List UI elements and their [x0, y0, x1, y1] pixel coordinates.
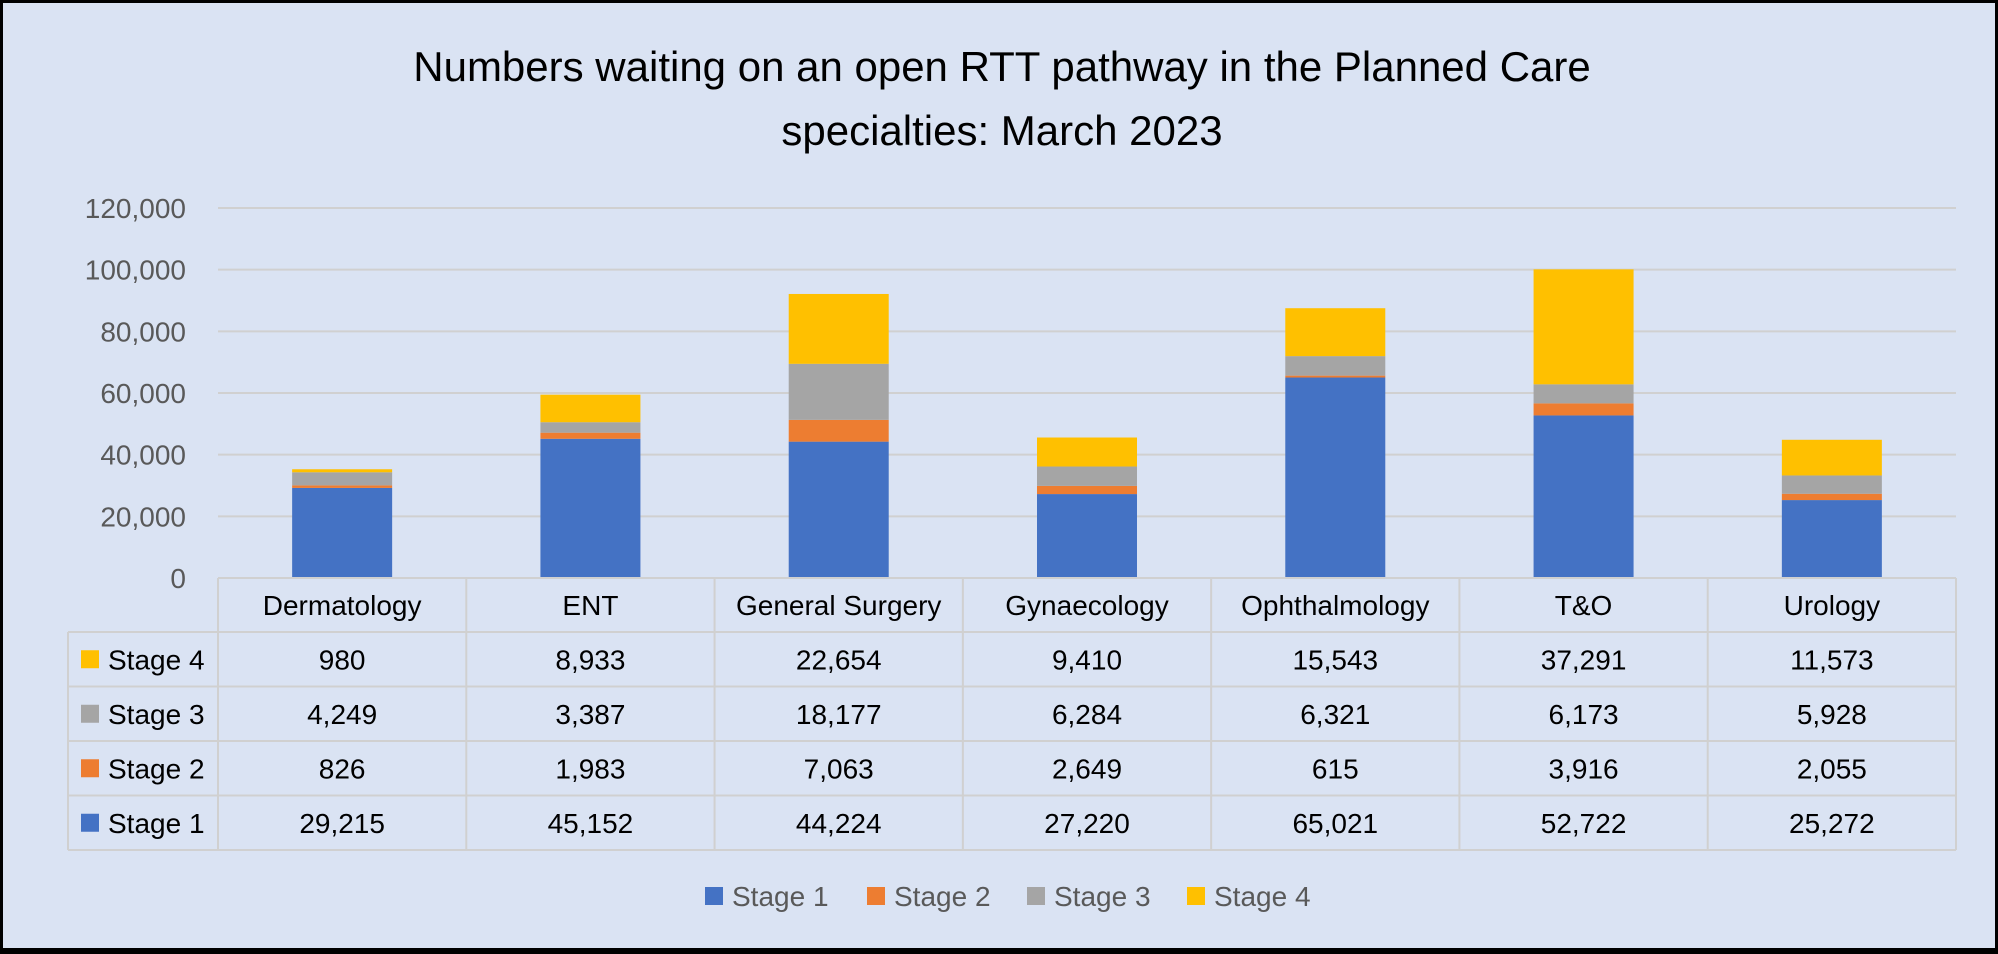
- row-legend-key: [81, 813, 99, 832]
- legend-key: [867, 887, 885, 905]
- data-label: 15,543: [1292, 644, 1378, 675]
- bar-segment-stage-2: [788, 419, 889, 442]
- bar-segment-stage-2: [1533, 403, 1634, 416]
- data-label: 44,224: [796, 808, 882, 839]
- y-tick-label: 80,000: [100, 316, 186, 347]
- bar-segment-stage-4: [1781, 439, 1882, 476]
- legend-label: Stage 4: [1214, 881, 1311, 912]
- legend-label: Stage 3: [1054, 881, 1151, 912]
- data-label: 52,722: [1541, 808, 1627, 839]
- data-label: 9,410: [1052, 644, 1122, 675]
- bar-segment-stage-3: [1037, 466, 1137, 486]
- row-label: Stage 1: [108, 808, 205, 839]
- bar-segment-stage-2: [292, 485, 393, 488]
- row-legend-key: [81, 650, 99, 669]
- bar-segment-stage-2: [1285, 375, 1386, 378]
- legend-key: [1187, 887, 1205, 905]
- legend-key: [705, 887, 723, 905]
- bar-segment-stage-1: [1285, 377, 1386, 578]
- row-legend-key: [81, 704, 99, 723]
- chart-title-line-2: specialties: March 2023: [781, 107, 1222, 154]
- bar-segment-stage-4: [1037, 437, 1137, 467]
- data-label: 25,272: [1789, 808, 1875, 839]
- chart-title: Numbers waiting on an open RTT pathway i…: [413, 43, 1590, 154]
- bar-segment-stage-1: [1781, 500, 1882, 578]
- category-label: Urology: [1784, 590, 1880, 621]
- bar-segment-stage-3: [540, 422, 641, 433]
- bar-segment-stage-1: [540, 438, 641, 578]
- data-label: 7,063: [804, 753, 874, 784]
- data-label: 6,173: [1549, 699, 1619, 730]
- bar-segment-stage-2: [1781, 493, 1882, 501]
- legend-key: [1027, 887, 1045, 905]
- data-label: 826: [319, 753, 366, 784]
- data-label: 27,220: [1044, 808, 1130, 839]
- y-axis-ticks: 0 20,000 40,000 60,000 80,000 100,000 120,000: [85, 193, 186, 594]
- bar-segment-stage-1: [1037, 494, 1137, 578]
- y-tick-label: 40,000: [100, 440, 186, 471]
- data-label: 6,284: [1052, 699, 1122, 730]
- data-label: 4,249: [307, 699, 377, 730]
- row-label: Stage 2: [108, 753, 205, 784]
- bar-segment-stage-4: [292, 469, 393, 473]
- data-label: 980: [319, 644, 366, 675]
- data-label: 11,573: [1790, 644, 1874, 675]
- bar-segment-stage-3: [292, 472, 393, 486]
- bar-segment-stage-3: [788, 363, 889, 420]
- data-label: 18,177: [796, 699, 882, 730]
- y-tick-label: 20,000: [100, 501, 186, 532]
- bar-segment-stage-4: [540, 394, 641, 423]
- category-label: ENT: [562, 590, 618, 621]
- bar-segment-stage-1: [788, 441, 889, 578]
- data-label: 22,654: [796, 644, 882, 675]
- bars: [292, 269, 1882, 578]
- data-label: 615: [1312, 753, 1359, 784]
- category-label: T&O: [1555, 590, 1613, 621]
- y-tick-label: 60,000: [100, 378, 186, 409]
- bar-segment-stage-1: [1533, 415, 1634, 578]
- bar-segment-stage-2: [540, 432, 641, 439]
- data-label: 65,021: [1292, 808, 1378, 839]
- data-table: Dermatology ENT General Surgery Gynaecology…: [67, 577, 1957, 851]
- data-label: 37,291: [1541, 644, 1627, 675]
- bar-segment-stage-3: [1781, 475, 1882, 494]
- y-tick-label: 0: [170, 563, 186, 594]
- data-label: 6,321: [1300, 699, 1370, 730]
- data-label: 8,933: [555, 644, 625, 675]
- data-label: 3,387: [555, 699, 625, 730]
- bar-segment-stage-3: [1533, 384, 1634, 404]
- category-label: General Surgery: [736, 590, 941, 621]
- bar-segment-stage-1: [292, 487, 393, 578]
- gridlines: [218, 207, 1956, 518]
- data-label: 5,928: [1797, 699, 1867, 730]
- legend-label: Stage 2: [894, 881, 991, 912]
- data-label: 3,916: [1549, 753, 1619, 784]
- bar-segment-stage-4: [1285, 308, 1386, 357]
- category-label: Ophthalmology: [1241, 590, 1429, 621]
- row-label: Stage 3: [108, 699, 205, 730]
- y-tick-label: 120,000: [85, 193, 186, 224]
- category-label: Gynaecology: [1005, 590, 1168, 621]
- chart-title-line-1: Numbers waiting on an open RTT pathway i…: [413, 43, 1590, 90]
- row-legend-key: [81, 759, 99, 778]
- y-tick-label: 100,000: [85, 255, 186, 286]
- data-label: 2,055: [1797, 753, 1867, 784]
- chart-svg: Numbers waiting on an open RTT pathway i…: [67, 43, 1957, 912]
- data-label: 45,152: [548, 808, 634, 839]
- data-label: 2,649: [1052, 753, 1122, 784]
- bar-segment-stage-2: [1037, 485, 1137, 495]
- bar-segment-stage-4: [1533, 269, 1634, 385]
- legend-label: Stage 1: [732, 881, 829, 912]
- row-label: Stage 4: [108, 644, 205, 675]
- legend: Stage 1 Stage 2 Stage 3 Stage 4: [705, 881, 1311, 912]
- category-label: Dermatology: [263, 590, 422, 621]
- bar-segment-stage-4: [788, 293, 889, 364]
- bar-segment-stage-3: [1285, 356, 1386, 376]
- data-label: 1,983: [555, 753, 625, 784]
- data-label: 29,215: [299, 808, 385, 839]
